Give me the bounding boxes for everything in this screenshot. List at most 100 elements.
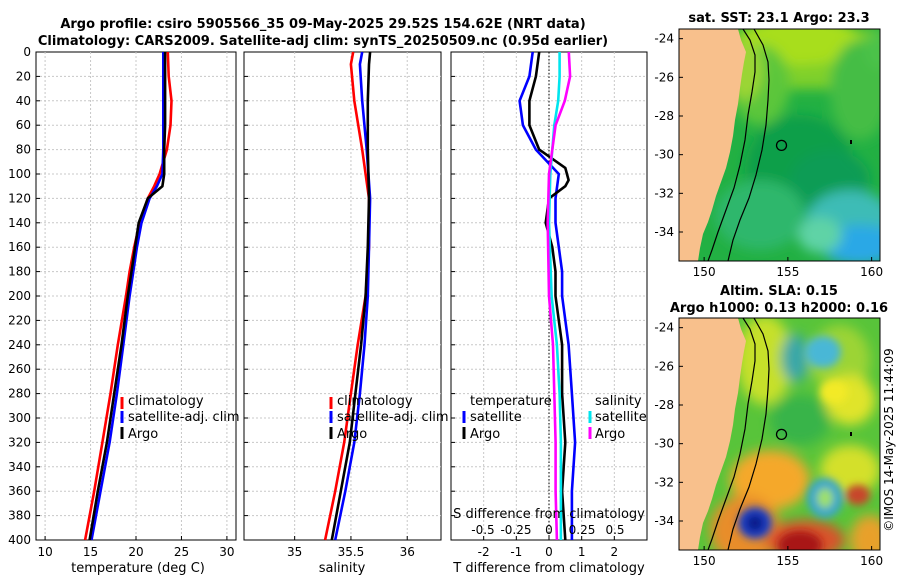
temperature-grid <box>36 51 236 541</box>
lon-tick-label: 160 <box>860 265 883 279</box>
lat-tick-label: -30 <box>654 148 674 162</box>
x-tick-label: -2 <box>478 545 490 559</box>
s-tick-label: 0.25 <box>569 523 596 537</box>
depth-tick-label: 120 <box>8 191 31 205</box>
legend-label-satellite: satellite-adj. clim <box>337 410 449 425</box>
difference-legend-temperature: temperature satellite Argo <box>462 394 552 442</box>
legend-label-s-argo: Argo <box>595 427 625 442</box>
series-argo <box>88 52 167 541</box>
depth-tick-label: 260 <box>8 362 31 376</box>
x-tick-label: -1 <box>510 545 522 559</box>
legend-label-climatology: climatology <box>337 394 413 409</box>
difference-legend-salinity: salinity satellite Argo <box>588 394 647 442</box>
legend-label-argo: Argo <box>337 427 367 442</box>
sla-map-panel: Altim. SLA: 0.15 Argo h1000: 0.13 h2000:… <box>654 284 888 568</box>
x-tick-label: 20 <box>128 545 143 559</box>
imos-timestamp: ©IMOS 14-May-2025 11:44:09 <box>882 348 896 532</box>
sst-map-title: sat. SST: 23.1 Argo: 23.3 <box>688 11 869 26</box>
depth-tick-label: 180 <box>8 265 31 279</box>
depth-tick-label: 400 <box>8 533 31 547</box>
difference-profiles <box>518 51 577 541</box>
argo-float-marker <box>775 428 788 441</box>
argo-float-marker <box>775 139 788 152</box>
salinity-grid <box>244 51 441 541</box>
legend-label-t-argo: Argo <box>470 427 500 442</box>
lon-tick-label: 155 <box>776 554 799 568</box>
title-line-1: Argo profile: csiro 5905566_35 09-May-20… <box>60 17 585 32</box>
lon-tick-label: 150 <box>693 265 716 279</box>
depth-tick-label: 40 <box>16 94 31 108</box>
series-satellite-adj-clim <box>333 51 372 541</box>
temperature-panel: 10 15 20 25 30 0 20 40 60 80 100 120 140 160 180 200 22… <box>8 45 240 576</box>
lon-tick-label: 150 <box>693 554 716 568</box>
s-difference-ticks: -0.5 -0.25 0 0.25 0.5 <box>471 523 624 537</box>
isobath-contour <box>707 318 756 550</box>
s-tick-label: 0.5 <box>605 523 624 537</box>
data-speck <box>850 140 852 144</box>
depth-tick-label: 380 <box>8 509 31 523</box>
depth-tick-label: 140 <box>8 216 31 230</box>
s-tick-label: -0.5 <box>471 523 494 537</box>
lat-tick-label: -32 <box>654 475 674 489</box>
difference-x-label: T difference from climatology <box>452 561 645 576</box>
shelf-contour <box>727 29 770 261</box>
depth-tick-label: 360 <box>8 484 31 498</box>
depth-tick-label: 320 <box>8 435 31 449</box>
x-tick-label: 25 <box>174 545 189 559</box>
sla-map-lat-ticks: -24 -26 -28 -30 -32 -34 <box>654 321 683 528</box>
series-argo <box>330 51 372 541</box>
land-australia <box>679 29 746 261</box>
temperature-profiles <box>83 51 173 541</box>
salinity-x-label: salinity <box>319 561 366 576</box>
sst-map-lat-ticks: -24 -26 -28 -30 -32 -34 <box>654 32 683 239</box>
x-tick-label: 35 <box>287 545 302 559</box>
x-tick-label: 1 <box>578 545 586 559</box>
lat-tick-label: -26 <box>654 359 674 373</box>
sla-map-title: Altim. SLA: 0.15 <box>720 284 838 299</box>
depth-tick-label: 200 <box>8 289 31 303</box>
lat-tick-label: -28 <box>654 109 674 123</box>
sla-field <box>679 318 880 550</box>
lon-tick-label: 160 <box>860 554 883 568</box>
legend-label-climatology: climatology <box>128 394 204 409</box>
sst-field <box>679 29 880 261</box>
temperature-x-ticks: 10 15 20 25 30 <box>37 536 235 559</box>
title-line-2: Climatology: CARS2009. Satellite-adj cli… <box>38 34 608 49</box>
depth-tick-label: 80 <box>16 143 31 157</box>
shelf-contour <box>727 318 770 550</box>
x-tick-label: 15 <box>83 545 98 559</box>
x-tick-label: 2 <box>611 545 619 559</box>
x-tick-label: 10 <box>37 545 52 559</box>
sla-map-lon-ticks: 150 155 160 <box>693 546 883 568</box>
legend-label-t-satellite: satellite <box>470 410 522 425</box>
depth-tick-label: 280 <box>8 387 31 401</box>
salinity-legend: climatology satellite-adj. clim Argo <box>329 394 449 442</box>
x-tick-label: 36 <box>400 545 415 559</box>
land-australia <box>679 318 746 550</box>
legend-label-s-satellite: satellite <box>595 410 647 425</box>
x-tick-label: 35.5 <box>338 545 365 559</box>
lat-tick-label: -34 <box>654 514 674 528</box>
isobath-contour <box>707 29 756 261</box>
legend-title-temperature: temperature <box>470 394 552 409</box>
sst-map-frame <box>678 28 881 262</box>
salinity-x-ticks: 35 35.5 36 <box>287 536 415 559</box>
data-speck <box>850 432 852 436</box>
salinity-profiles <box>323 51 372 541</box>
depth-tick-label: 300 <box>8 411 31 425</box>
lat-tick-label: -34 <box>654 225 674 239</box>
series-s-satellite <box>547 52 563 540</box>
sla-map-frame <box>678 317 881 551</box>
lat-tick-label: -24 <box>654 32 674 46</box>
salinity-panel: 35 35.5 36 salinity climatology satellite-… <box>243 51 449 576</box>
lat-tick-label: -32 <box>654 186 674 200</box>
series-satellite-adj-clim <box>90 52 165 541</box>
depth-tick-labels: 0 20 40 60 80 100 120 140 160 180 200 220 240 260 280 3… <box>8 45 31 547</box>
legend-label-satellite: satellite-adj. clim <box>128 410 240 425</box>
depth-tick-label: 160 <box>8 240 31 254</box>
difference-panel: -2 -1 0 1 2 -0.5 -0.25 0 0.25 0.5 S difference f… <box>450 51 648 576</box>
lat-tick-label: -26 <box>654 70 674 84</box>
series-s-argo <box>546 51 572 541</box>
legend-label-argo: Argo <box>128 427 158 442</box>
